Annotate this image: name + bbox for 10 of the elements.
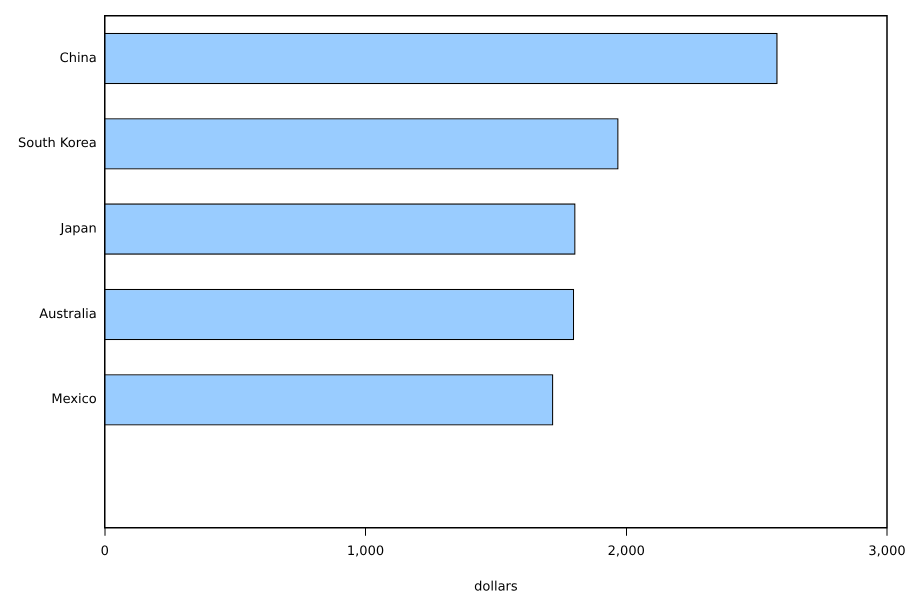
x-axis-title: dollars [474, 580, 518, 595]
x-tick-label: 3,000 [868, 544, 906, 559]
y-tick-label: China [60, 50, 97, 66]
x-tick-label: 1,000 [346, 544, 384, 559]
x-tick-label: 0 [100, 544, 109, 559]
y-tick-label: Japan [60, 222, 97, 237]
x-tick-label: 2,000 [608, 544, 645, 559]
y-tick-label: Mexico [51, 392, 97, 408]
y-tick-label: Australia [39, 306, 97, 322]
y-tick-label: South Korea [18, 136, 97, 152]
